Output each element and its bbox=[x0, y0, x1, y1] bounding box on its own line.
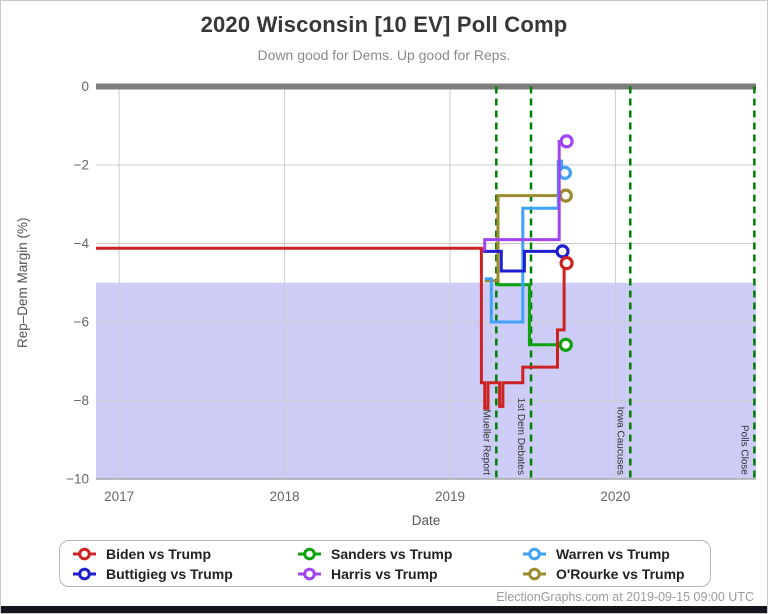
page-title: 2020 Wisconsin [10 EV] Poll Comp bbox=[200, 12, 568, 37]
legend-marker-icon bbox=[523, 547, 546, 560]
legend-marker-icon bbox=[298, 547, 321, 560]
legend-item: Sanders vs Trump bbox=[297, 544, 522, 564]
bottom-bar bbox=[1, 606, 767, 613]
x-axis-title: Date bbox=[412, 513, 441, 528]
y-tick-label: −4 bbox=[74, 236, 90, 251]
series-end-marker bbox=[555, 244, 570, 259]
legend-marker-icon bbox=[523, 567, 546, 580]
x-tick-label: 2020 bbox=[600, 489, 630, 504]
legend-label: Buttigieg vs Trump bbox=[106, 565, 233, 582]
x-tick-label: 2019 bbox=[435, 489, 465, 504]
y-tick-label: −8 bbox=[74, 393, 89, 408]
y-tick-label: −10 bbox=[66, 472, 89, 487]
legend-label: Biden vs Trump bbox=[106, 545, 212, 562]
legend-label: O'Rourke vs Trump bbox=[556, 565, 685, 582]
event-label: Polls Close bbox=[738, 425, 749, 475]
legend-label: Harris vs Trump bbox=[331, 565, 438, 582]
series-end-marker bbox=[559, 256, 574, 271]
series-line bbox=[96, 246, 567, 410]
event-label: Iowa Caucuses bbox=[614, 407, 625, 475]
event-label: Mueller Report bbox=[480, 409, 491, 475]
legend-item: Biden vs Trump bbox=[72, 544, 297, 564]
legend-item: Harris vs Trump bbox=[297, 564, 522, 584]
legend-item: O'Rourke vs Trump bbox=[522, 564, 702, 584]
series-end-marker bbox=[558, 337, 573, 352]
legend-item: Warren vs Trump bbox=[522, 544, 702, 564]
y-axis-title: Rep–Dem Margin (%) bbox=[15, 217, 30, 348]
source-credit: ElectionGraphs.com at 2019-09-15 09:00 U… bbox=[496, 590, 754, 604]
page-subtitle: Down good for Dems. Up good for Reps. bbox=[257, 47, 511, 63]
legend-marker-icon bbox=[73, 547, 96, 560]
x-tick-label: 2018 bbox=[270, 489, 300, 504]
y-tick-label: 0 bbox=[81, 79, 89, 94]
y-tick-label: −6 bbox=[74, 315, 89, 330]
series-end-marker bbox=[558, 188, 573, 203]
legend-marker-icon bbox=[298, 567, 321, 580]
series-line bbox=[483, 249, 563, 273]
legend-label: Warren vs Trump bbox=[556, 545, 670, 562]
legend-marker-icon bbox=[73, 567, 96, 580]
series-end-marker bbox=[557, 165, 573, 180]
legend-item: Buttigieg vs Trump bbox=[72, 564, 297, 584]
event-label: 1st Dem Debates bbox=[515, 398, 526, 475]
zero-margin-bar bbox=[96, 83, 756, 90]
danger-band bbox=[96, 282, 756, 479]
x-tick-label: 2017 bbox=[104, 489, 134, 504]
legend-label: Sanders vs Trump bbox=[331, 545, 453, 562]
series-end-marker bbox=[559, 134, 574, 149]
y-tick-label: −2 bbox=[74, 158, 89, 173]
legend: Biden vs Trump Sanders vs Trump Warren vs … bbox=[59, 540, 711, 587]
